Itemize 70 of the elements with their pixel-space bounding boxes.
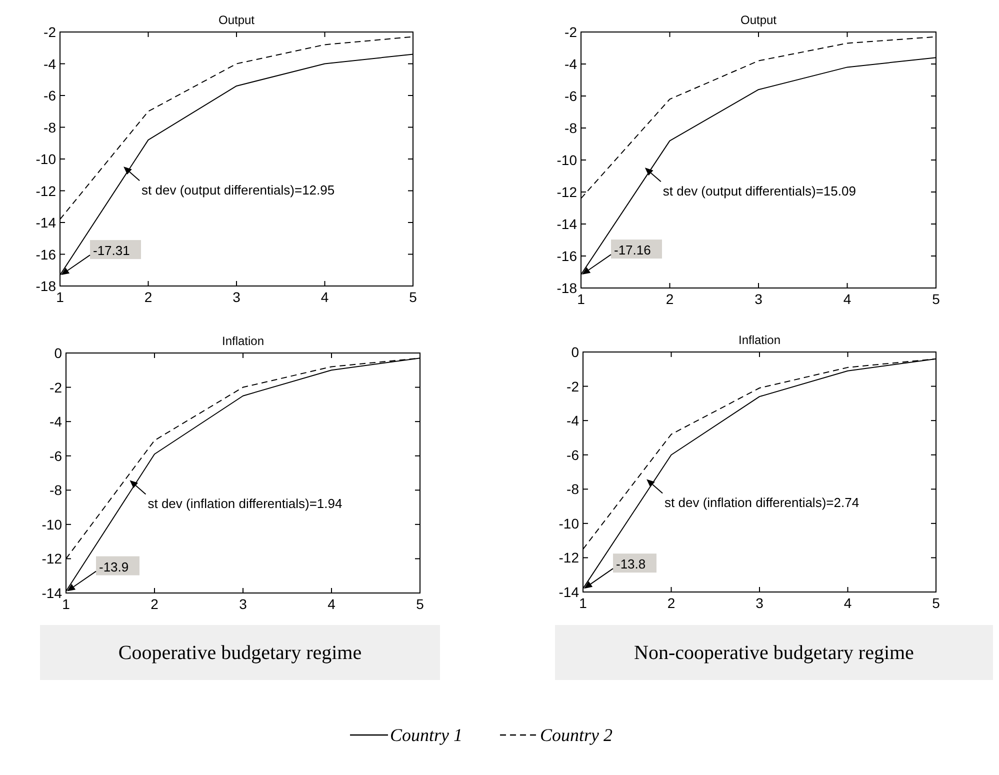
x-tick-label: 3 — [756, 595, 764, 611]
y-tick-label: -12 — [558, 550, 580, 566]
chart-title: Inflation — [738, 333, 781, 347]
y-tick-label: -2 — [44, 24, 56, 40]
y-tick-label: -4 — [566, 412, 580, 429]
x-tick-label: 3 — [754, 291, 763, 307]
y-tick-label: -10 — [556, 152, 578, 168]
y-tick-label: -8 — [564, 120, 578, 136]
y-tick-label: -14 — [42, 585, 62, 601]
x-tick-label: 4 — [320, 289, 329, 305]
x-tick-label: 1 — [577, 291, 586, 307]
y-tick-label: -14 — [556, 216, 578, 232]
y-tick-label: -4 — [50, 414, 62, 430]
text: Cooperative budgetary regime — [118, 642, 362, 664]
x-tick-label: 1 — [62, 596, 70, 612]
x-tick-label: 3 — [232, 289, 241, 305]
chart-title: Inflation — [222, 334, 264, 348]
chart-title: Output — [740, 13, 778, 27]
y-tick-label: -8 — [566, 481, 580, 498]
annotation: st dev (inflation differentials)=1.94 — [148, 496, 342, 512]
y-tick-label: -14 — [36, 214, 56, 230]
y-tick-label: -6 — [44, 88, 56, 104]
legend-label: Country 1 — [390, 725, 463, 745]
x-tick-label: 4 — [328, 596, 336, 612]
y-tick-label: -10 — [42, 516, 62, 532]
y-tick-label: -12 — [36, 182, 56, 199]
x-tick-label: 4 — [843, 291, 852, 307]
annotation: st dev (output differentials)=15.09 — [662, 184, 856, 199]
x-tick-label: 3 — [239, 596, 248, 612]
annotation: st dev (output differentials)=12.95 — [142, 182, 335, 198]
y-tick-label: -2 — [564, 24, 578, 40]
x-tick-label: 5 — [416, 596, 424, 612]
chart-title: Output — [218, 13, 256, 27]
y-tick-label: -2 — [566, 378, 580, 394]
y-tick-label: -6 — [564, 88, 578, 104]
y-tick-label: -18 — [36, 278, 56, 294]
y-tick-label: -6 — [50, 448, 62, 464]
x-tick-label: 2 — [144, 289, 152, 305]
y-tick-label: -10 — [558, 515, 580, 532]
x-tick-label: 1 — [56, 289, 64, 305]
y-tick-label: -4 — [564, 56, 578, 72]
y-tick-label: -8 — [50, 482, 62, 498]
data-label: -17.16 — [614, 242, 651, 258]
data-label: -13.8 — [616, 556, 646, 572]
y-tick-label: -10 — [36, 151, 56, 167]
y-tick-label: -12 — [42, 550, 62, 567]
y-tick-label: -12 — [556, 184, 578, 200]
legend-label: Country 2 — [540, 725, 613, 745]
annotation: st dev (inflation differentials)=2.74 — [664, 495, 860, 510]
y-tick-label: 0 — [54, 345, 62, 361]
y-tick-label: -8 — [44, 119, 56, 136]
x-tick-label: 1 — [579, 595, 588, 611]
y-tick-label: -16 — [36, 246, 56, 262]
y-tick-label: 0 — [571, 344, 580, 360]
text: Non-cooperative budgetary regime — [634, 642, 914, 664]
data-label: -13.9 — [99, 559, 129, 574]
data-label: -17.31 — [93, 243, 130, 258]
y-tick-label: -16 — [556, 248, 578, 264]
y-tick-label: -18 — [556, 280, 578, 296]
x-tick-label: 5 — [409, 289, 418, 305]
x-tick-label: 2 — [666, 291, 674, 307]
x-tick-label: 4 — [844, 595, 852, 611]
y-tick-label: -14 — [558, 584, 580, 600]
x-tick-label: 5 — [932, 595, 940, 611]
x-tick-label: 5 — [932, 291, 940, 307]
x-tick-label: 2 — [667, 595, 676, 611]
y-tick-label: -6 — [566, 446, 580, 463]
x-tick-label: 2 — [150, 596, 159, 612]
y-tick-label: -4 — [44, 56, 56, 72]
y-tick-label: -2 — [50, 379, 62, 396]
